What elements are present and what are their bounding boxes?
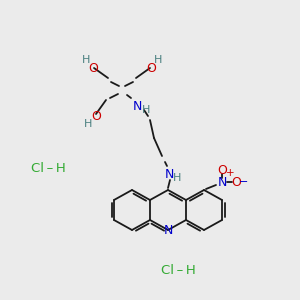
Text: O: O <box>91 110 101 122</box>
Text: N: N <box>163 224 173 236</box>
Text: O: O <box>231 176 241 188</box>
Text: H: H <box>84 119 92 129</box>
Text: H: H <box>173 173 181 183</box>
Text: Cl – H: Cl – H <box>31 161 65 175</box>
Text: O: O <box>217 164 227 176</box>
Text: O: O <box>88 61 98 74</box>
Text: O: O <box>146 61 156 74</box>
Text: N: N <box>164 167 174 181</box>
Text: −: − <box>239 177 249 187</box>
Text: H: H <box>154 55 162 65</box>
Text: N: N <box>217 176 227 188</box>
Text: +: + <box>226 168 234 178</box>
Text: H: H <box>142 105 150 115</box>
Text: N: N <box>132 100 142 112</box>
Text: Cl – H: Cl – H <box>160 263 195 277</box>
Text: H: H <box>82 55 90 65</box>
